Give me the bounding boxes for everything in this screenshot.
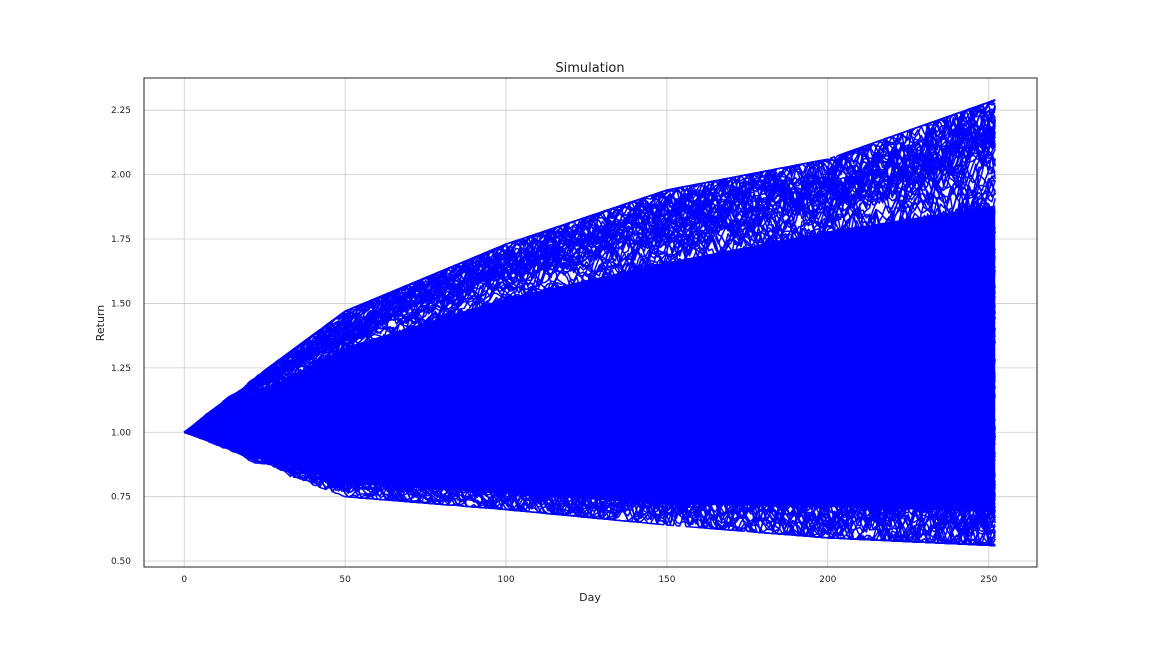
simulation-path bbox=[183, 105, 996, 433]
simulation-path bbox=[184, 332, 996, 434]
simulation-path bbox=[183, 241, 996, 434]
y-tick-label: 2.00 bbox=[111, 171, 131, 181]
simulation-path bbox=[184, 429, 996, 498]
simulation-path bbox=[184, 431, 996, 517]
x-tick-label: 0 bbox=[181, 575, 187, 585]
simulation-path bbox=[184, 352, 996, 443]
x-axis-label: Day bbox=[579, 591, 601, 604]
chart-title: Simulation bbox=[555, 61, 624, 76]
x-tick-label: 250 bbox=[980, 575, 997, 585]
simulation-path bbox=[183, 104, 996, 433]
simulation-path bbox=[184, 386, 996, 471]
simulation-path bbox=[184, 306, 996, 434]
simulation-path bbox=[183, 175, 996, 433]
simulation-path bbox=[184, 431, 996, 536]
y-tick-label: 1.50 bbox=[111, 299, 131, 309]
simulation-path bbox=[183, 137, 996, 433]
simulation-path bbox=[184, 370, 996, 469]
simulation-path bbox=[184, 260, 996, 434]
simulation-path bbox=[183, 136, 996, 433]
y-tick-label: 1.00 bbox=[111, 428, 131, 438]
x-tick-label: 150 bbox=[658, 575, 675, 585]
simulation-path bbox=[183, 164, 996, 433]
y-tick-label: 0.50 bbox=[111, 557, 131, 567]
y-axis: 0.50 0.75 1.00 1.25 1.50 1.75 2.00 2.25 bbox=[111, 106, 131, 567]
simulation-path bbox=[183, 431, 996, 543]
simulation-path bbox=[183, 240, 996, 434]
x-tick-label: 50 bbox=[339, 575, 351, 585]
x-tick-label: 200 bbox=[819, 575, 836, 585]
simulation-path bbox=[184, 365, 996, 435]
simulation-path bbox=[183, 285, 996, 434]
simulation-path bbox=[183, 117, 996, 433]
simulation-path bbox=[184, 332, 996, 434]
simulation-path bbox=[183, 107, 996, 433]
simulation-path bbox=[184, 303, 996, 434]
y-tick-label: 0.75 bbox=[111, 493, 131, 503]
y-tick-label: 1.75 bbox=[111, 235, 131, 245]
simulation-path bbox=[183, 431, 996, 544]
simulation-path bbox=[183, 174, 996, 433]
simulation-path bbox=[183, 116, 996, 433]
simulation-path bbox=[183, 99, 996, 433]
x-axis: 0 50 100 150 200 250 bbox=[181, 575, 997, 585]
y-tick-label: 1.25 bbox=[111, 364, 131, 374]
simulation-path bbox=[183, 269, 996, 434]
y-tick-label: 2.25 bbox=[111, 106, 131, 116]
x-tick-label: 100 bbox=[497, 575, 514, 585]
simulation-path bbox=[184, 422, 996, 503]
simulation-path bbox=[183, 132, 996, 433]
simulation-path bbox=[184, 297, 996, 434]
simulation-path bbox=[184, 318, 996, 442]
plot-frame bbox=[143, 77, 1038, 568]
simulation-path bbox=[184, 409, 996, 482]
y-axis-label: Return bbox=[94, 305, 107, 342]
simulation-paths bbox=[183, 99, 996, 547]
